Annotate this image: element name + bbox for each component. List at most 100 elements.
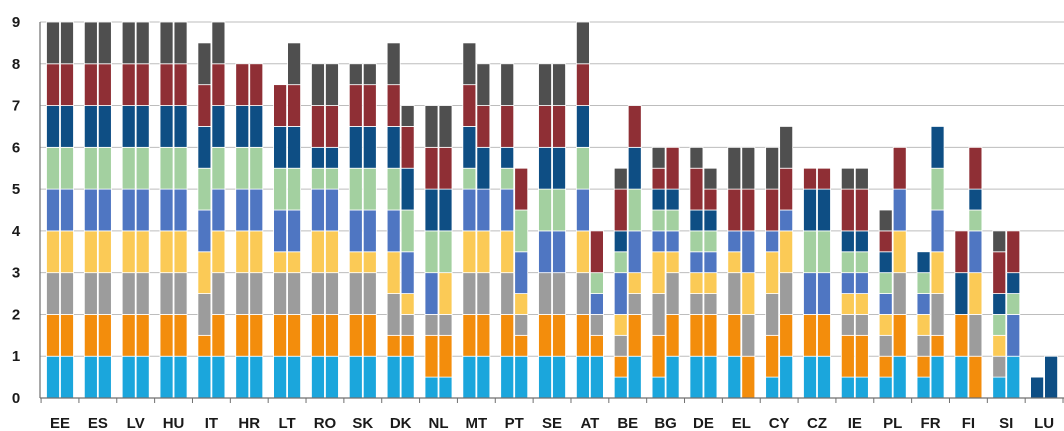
bar-nl-right-seg2 [438, 334, 453, 378]
bar-fr-left-seg2 [916, 355, 931, 378]
bar-ee-right-seg2 [60, 314, 74, 357]
bar-ee-right-seg6 [60, 146, 74, 190]
bar-el-left-seg4 [727, 251, 742, 274]
bar-es-left-seg4 [83, 230, 98, 274]
bar-de-left-seg5 [689, 251, 704, 274]
bar-cy-left-seg1 [765, 376, 780, 399]
bar-ro-right-seg3 [325, 272, 339, 315]
bar-sk-left-seg7 [348, 126, 363, 169]
bar-ro-left-seg1 [311, 355, 325, 399]
bar-lt-left-seg6 [273, 167, 288, 211]
bar-hu-left-seg8 [159, 63, 174, 106]
bar-el-left-seg9 [727, 146, 742, 190]
bar-es-left-seg9 [83, 21, 98, 65]
bar-lt-right-seg1 [287, 355, 302, 399]
bar-lv-left-seg5 [121, 188, 136, 232]
x-category-label-fi: FI [962, 415, 975, 431]
bar-hr-right-seg1 [249, 355, 264, 399]
bar-ee-left-seg8 [46, 63, 60, 106]
bar-nl-right-seg1 [438, 376, 453, 399]
bar-be-right-seg8 [627, 105, 642, 148]
bar-ro-left-seg7 [311, 146, 325, 169]
bar-fi-right-seg7 [968, 188, 983, 211]
bar-nl-right-seg4 [438, 272, 453, 315]
bar-cz-right-seg5 [817, 272, 831, 315]
bar-pl-right-seg8 [892, 146, 907, 190]
bar-nl-left-seg2 [424, 334, 439, 378]
bar-lt-right-seg2 [287, 314, 302, 357]
x-category-label-lu: LU [1034, 415, 1054, 431]
bar-cy-right-seg1 [779, 355, 794, 399]
bar-lt-left-seg8 [273, 84, 288, 127]
bar-pl-left-seg4 [878, 314, 893, 336]
bar-sk-right-seg5 [362, 209, 377, 253]
y-tick-label-8: 8 [12, 56, 20, 73]
bar-hr-left-seg7 [235, 105, 250, 148]
x-category-label-pl: PL [883, 415, 902, 431]
bar-ro-right-seg4 [325, 230, 339, 274]
bar-nl-right-seg3 [438, 314, 453, 336]
bar-it-right-seg2 [211, 314, 226, 357]
bar-si-left-seg6 [992, 314, 1007, 336]
bar-pl-left-seg9 [878, 209, 893, 232]
bar-ie-left-seg5 [840, 272, 855, 294]
bar-ee-right-seg8 [60, 63, 74, 106]
bar-ro-left-seg4 [311, 230, 325, 274]
bar-ee-left-seg1 [46, 355, 60, 399]
bar-bg-right-seg4 [665, 251, 680, 274]
bar-mt-right-seg5 [476, 188, 491, 232]
bar-it-right-seg7 [211, 105, 226, 148]
bar-es-left-seg7 [83, 105, 98, 148]
bar-ee-right-seg1 [60, 355, 74, 399]
bar-nl-left-seg9 [424, 105, 439, 148]
bar-hu-left-seg3 [159, 272, 174, 315]
bar-sk-right-seg1 [362, 355, 377, 399]
bar-hu-right-seg1 [173, 355, 188, 399]
bar-pt-right-seg5 [514, 251, 529, 294]
bar-fr-right-seg1 [930, 355, 945, 399]
bar-be-left-seg1 [613, 376, 628, 399]
bar-mt-left-seg9 [462, 42, 477, 86]
bar-cz-right-seg7 [817, 188, 831, 232]
bar-dk-right-seg2 [400, 334, 415, 357]
x-category-label-hu: HU [163, 415, 185, 431]
x-category-label-sk: SK [352, 415, 373, 431]
bar-mt-right-seg7 [476, 146, 491, 190]
bar-it-right-seg6 [211, 146, 226, 190]
bar-lv-right-seg3 [135, 272, 150, 315]
bar-cy-left-seg4 [765, 251, 780, 294]
bar-es-right-seg9 [97, 21, 112, 65]
bar-lt-left-seg1 [273, 355, 288, 399]
bar-sk-right-seg3 [362, 272, 377, 315]
bar-pl-right-seg5 [892, 188, 907, 232]
bar-es-right-seg4 [97, 230, 112, 274]
bar-bg-right-seg2 [665, 314, 680, 357]
bar-sk-right-seg7 [362, 126, 377, 169]
bar-pl-right-seg4 [892, 230, 907, 274]
bar-si-right-seg6 [1006, 293, 1021, 315]
bar-mt-right-seg9 [476, 63, 491, 106]
bar-lv-right-seg1 [135, 355, 150, 399]
bar-de-right-seg8 [703, 188, 718, 211]
bar-ie-right-seg8 [854, 188, 869, 232]
bar-cy-right-seg3 [779, 272, 794, 315]
bar-fr-right-seg3 [930, 293, 945, 336]
bar-se-left-seg5 [538, 230, 552, 274]
bar-dk-left-seg7 [386, 126, 401, 169]
bar-ro-right-seg8 [325, 105, 339, 148]
bar-nl-right-seg7 [438, 188, 453, 232]
x-category-label-at: AT [580, 415, 599, 431]
bar-de-right-seg2 [703, 314, 718, 357]
bar-it-left-seg6 [197, 167, 212, 211]
bar-mt-left-seg6 [462, 167, 477, 190]
bar-ee-right-seg5 [60, 188, 74, 232]
x-category-label-bg: BG [654, 415, 677, 431]
bar-ee-left-seg7 [46, 105, 60, 148]
bar-el-right-seg2 [741, 355, 756, 399]
bar-at-left-seg1 [576, 355, 590, 399]
bar-dk-left-seg1 [386, 355, 401, 399]
bar-pt-left-seg9 [500, 63, 515, 106]
bar-se-right-seg8 [552, 105, 566, 148]
bar-pl-right-seg1 [892, 355, 907, 399]
bar-lu-left-seg7 [1030, 376, 1044, 399]
